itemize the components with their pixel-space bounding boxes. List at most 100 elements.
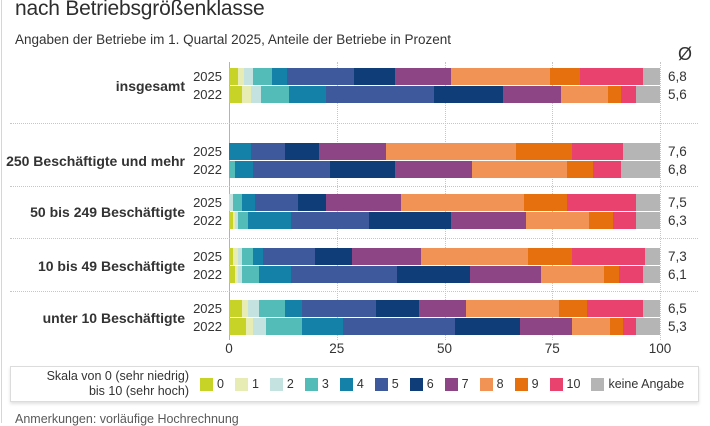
- bar-segment: [567, 194, 637, 211]
- bar-segment: [229, 266, 236, 283]
- bar-segment: [244, 68, 253, 85]
- bar-segment: [241, 266, 260, 283]
- legend-item-label: 5: [391, 377, 399, 391]
- legend-swatch: [514, 377, 528, 391]
- bar-segment: [644, 248, 660, 265]
- axis-tick-label: 50: [436, 341, 453, 356]
- bar-segment: [229, 68, 238, 85]
- bar-segment: [241, 86, 251, 103]
- bar-segment: [252, 68, 273, 85]
- bar-segment: [588, 212, 613, 229]
- chart-title: nach Betriebsgrößenklasse: [15, 0, 265, 20]
- figure-left-border: [1, 0, 2, 423]
- axis-tick-label: 0: [225, 341, 233, 356]
- group-label: unter 10 Beschäftigte: [42, 309, 185, 326]
- bar-segment: [502, 86, 561, 103]
- bar-segment: [571, 318, 611, 335]
- axis-tick-label: 75: [544, 341, 560, 356]
- bar-segment: [642, 266, 660, 283]
- bar-segment: [250, 143, 286, 160]
- bar-segment: [285, 143, 320, 160]
- bar-segment: [229, 194, 234, 211]
- legend-item-label: 4: [356, 377, 364, 391]
- bar-segment: [567, 161, 594, 178]
- legend-item-label: 10: [566, 377, 581, 391]
- legend-swatch: [549, 377, 563, 391]
- bar-segment: [369, 212, 451, 229]
- bar-segment: [515, 143, 572, 160]
- bar-segment: [621, 86, 637, 103]
- chart-subtitle: Angaben der Betriebe im 1. Quartal 2025,…: [15, 32, 452, 47]
- bar-segment: [351, 248, 421, 265]
- bar-segment: [636, 318, 660, 335]
- legend-swatch: [591, 377, 605, 391]
- stacked-bar-2025: [229, 300, 660, 317]
- bar-segment: [433, 86, 503, 103]
- bar-segment: [233, 194, 242, 211]
- bar-segment: [235, 212, 238, 229]
- bar-segment: [252, 161, 331, 178]
- bar-segment: [450, 212, 527, 229]
- bar-segment: [237, 248, 242, 265]
- legend-swatch: [269, 377, 283, 391]
- bar-segment: [420, 248, 529, 265]
- stacked-bar-2022: [229, 212, 660, 229]
- bar-segment: [580, 68, 643, 85]
- legend-swatch: [409, 377, 423, 391]
- bar-segment: [235, 161, 253, 178]
- legend-item-label: 0: [217, 377, 224, 391]
- bar-segment: [252, 318, 266, 335]
- bar-segment: [272, 68, 288, 85]
- bar-segment: [524, 194, 568, 211]
- year-label: 2025: [193, 144, 222, 159]
- average-value: 5,6: [668, 87, 687, 102]
- bar-segment: [519, 318, 572, 335]
- bar-segment: [302, 318, 344, 335]
- bar-segment: [343, 318, 456, 335]
- bar-segment: [586, 300, 643, 317]
- bar-segment: [325, 86, 434, 103]
- legend-item-label: 2: [286, 377, 294, 391]
- bar-segment: [259, 300, 285, 317]
- stacked-bar-2025: [229, 143, 660, 160]
- bar-segment: [241, 300, 249, 317]
- average-value: 6,8: [668, 162, 687, 177]
- bar-segment: [241, 248, 253, 265]
- bar-segment: [297, 194, 326, 211]
- bar-segment: [233, 248, 238, 265]
- bar-segment: [636, 86, 660, 103]
- stacked-bar-2022: [229, 161, 660, 178]
- bar-segment: [642, 68, 660, 85]
- bar-segment: [287, 68, 354, 85]
- bar-segment: [394, 161, 473, 178]
- legend-item: 10: [549, 377, 581, 391]
- axis-tick-label: 25: [329, 341, 345, 356]
- bar-segment: [472, 161, 568, 178]
- legend-swatch: [444, 377, 458, 391]
- legend-item: 0: [200, 377, 224, 391]
- bar-segment: [250, 86, 262, 103]
- bar-segment: [229, 86, 242, 103]
- bar-segment: [289, 86, 326, 103]
- average-column-header: Ø: [678, 44, 693, 64]
- stacked-bar-2022: [229, 86, 660, 103]
- legend-item: 2: [269, 377, 294, 391]
- group-label: 10 bis 49 Beschäftigte: [37, 257, 185, 274]
- legend-item: 5: [374, 377, 399, 391]
- legend-item: 8: [479, 377, 504, 391]
- bar-segment: [571, 248, 645, 265]
- stacked-bar-2025: [229, 68, 660, 85]
- bar-segment: [401, 194, 525, 211]
- bar-segment: [285, 300, 303, 317]
- stacked-bar-2022: [229, 318, 660, 335]
- legend-swatch: [234, 377, 248, 391]
- group-label: 50 bis 249 Beschäftigte: [30, 203, 185, 220]
- bar-segment: [621, 161, 660, 178]
- bar-segment: [229, 300, 242, 317]
- bar-segment: [229, 318, 247, 335]
- bar-segment: [241, 194, 255, 211]
- legend-item-label: keine Angabe: [608, 377, 685, 391]
- legend-item-label: 6: [426, 377, 434, 391]
- group-label: 250 Beschäftigte und mehr: [6, 152, 185, 169]
- legend-swatch: [200, 377, 213, 391]
